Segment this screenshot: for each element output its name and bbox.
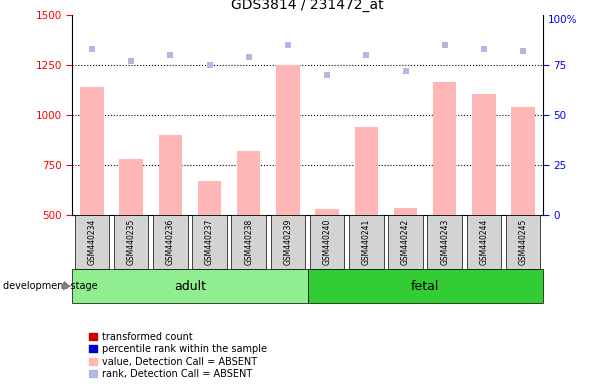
Text: GSM440243: GSM440243 (440, 219, 449, 265)
FancyBboxPatch shape (428, 215, 462, 269)
FancyBboxPatch shape (153, 215, 188, 269)
Point (165, 52, 175, 58)
Point (362, 52, 371, 58)
Bar (433, 82, 456, 215)
FancyBboxPatch shape (271, 215, 305, 269)
Text: ▶: ▶ (63, 281, 72, 291)
Legend: transformed count, percentile rank within the sample, value, Detection Call = AB: transformed count, percentile rank withi… (89, 332, 267, 379)
Bar (276, 65, 300, 215)
Text: GSM440240: GSM440240 (323, 219, 332, 265)
Title: GDS3814 / 231472_at: GDS3814 / 231472_at (231, 0, 384, 12)
Bar (237, 151, 260, 215)
Bar (119, 159, 143, 215)
Point (440, 42, 449, 48)
Text: GSM440239: GSM440239 (283, 219, 292, 265)
Text: GSM440241: GSM440241 (362, 219, 371, 265)
Point (244, 54, 254, 60)
Text: GSM440234: GSM440234 (87, 219, 96, 265)
Bar (394, 208, 417, 215)
Point (283, 42, 293, 48)
Text: GSM440242: GSM440242 (401, 219, 410, 265)
Point (479, 46, 488, 52)
FancyBboxPatch shape (192, 215, 227, 269)
Bar (511, 107, 535, 215)
FancyBboxPatch shape (349, 215, 384, 269)
Text: GSM440235: GSM440235 (127, 219, 136, 265)
Text: development stage: development stage (3, 281, 98, 291)
Text: 100%: 100% (548, 15, 577, 25)
Point (87, 46, 96, 52)
FancyBboxPatch shape (506, 215, 540, 269)
Text: GSM440244: GSM440244 (479, 219, 488, 265)
Bar (198, 181, 221, 215)
Point (400, 68, 410, 74)
FancyBboxPatch shape (114, 215, 148, 269)
Text: GSM440245: GSM440245 (519, 219, 528, 265)
Text: GSM440236: GSM440236 (166, 219, 175, 265)
Point (127, 58, 136, 65)
FancyBboxPatch shape (308, 269, 543, 303)
Point (205, 62, 215, 68)
Point (322, 72, 332, 78)
Bar (315, 209, 339, 215)
Text: GSM440238: GSM440238 (244, 219, 253, 265)
Text: fetal: fetal (411, 280, 440, 293)
Bar (472, 94, 496, 215)
FancyBboxPatch shape (232, 215, 266, 269)
Bar (159, 135, 182, 215)
Text: adult: adult (174, 280, 206, 293)
FancyBboxPatch shape (75, 215, 109, 269)
FancyBboxPatch shape (72, 269, 308, 303)
Point (518, 48, 528, 55)
Text: GSM440237: GSM440237 (205, 219, 214, 265)
Bar (355, 127, 378, 215)
FancyBboxPatch shape (388, 215, 423, 269)
Bar (80, 87, 104, 215)
FancyBboxPatch shape (310, 215, 344, 269)
FancyBboxPatch shape (467, 215, 501, 269)
